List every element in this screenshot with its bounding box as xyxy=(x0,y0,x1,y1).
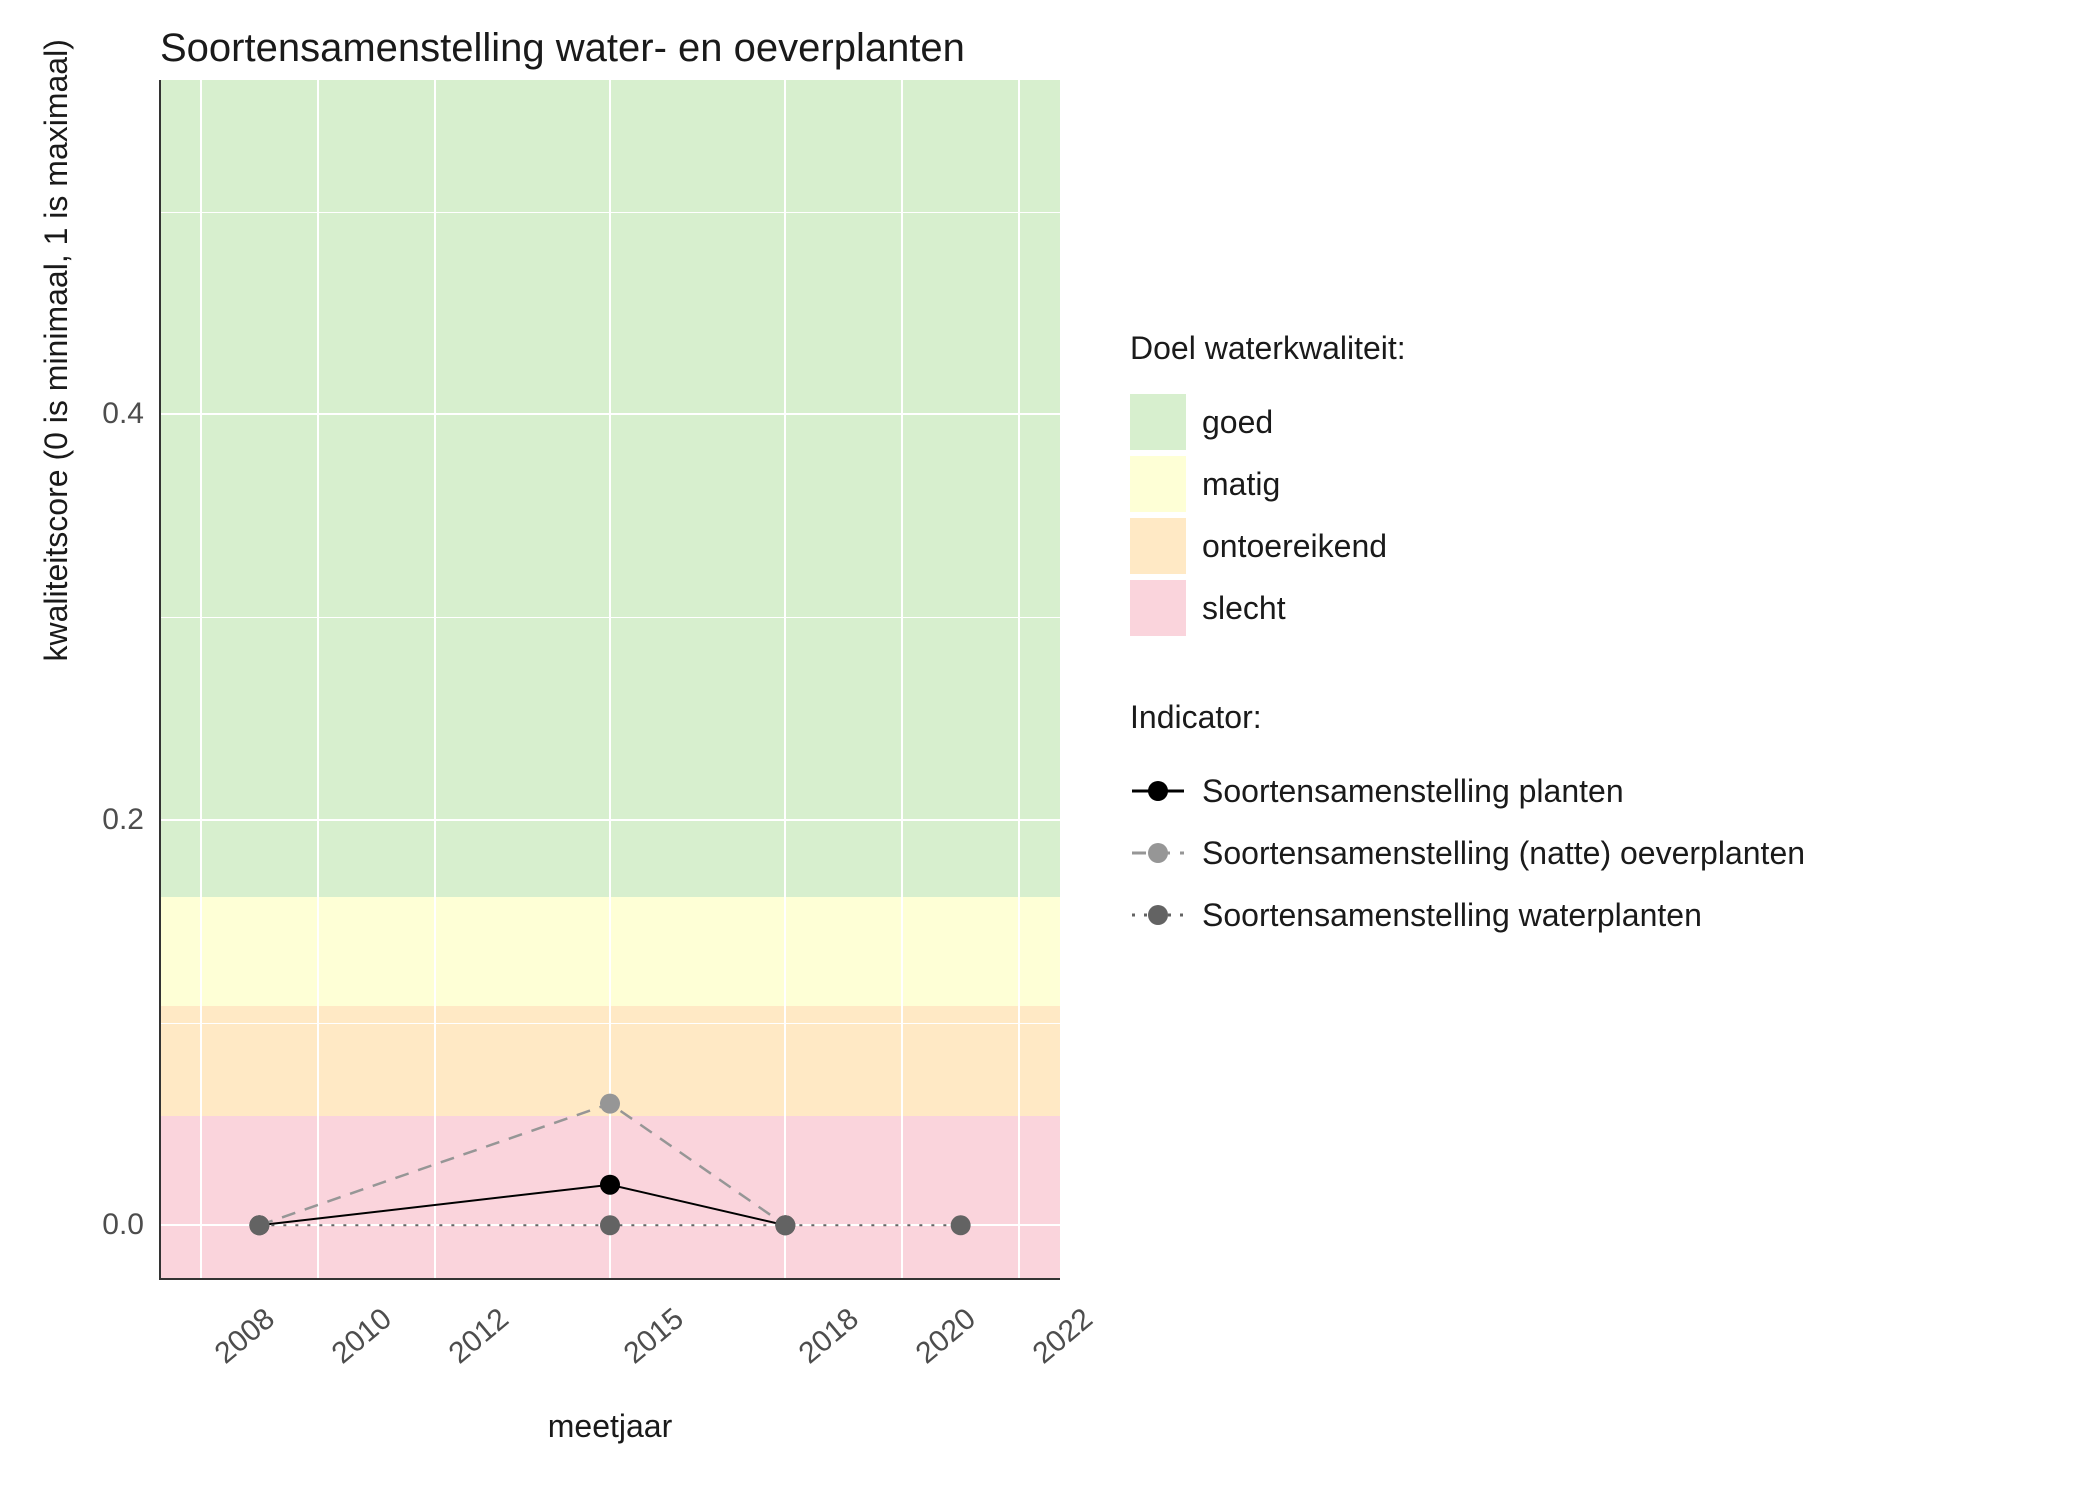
series-point xyxy=(600,1215,620,1235)
y-axis-label: kwaliteitscore (0 is minimaal, 1 is maxi… xyxy=(38,39,75,661)
legend-quality-item: goed xyxy=(1130,391,1805,453)
legend-label: Soortensamenstelling (natte) oeverplante… xyxy=(1202,835,1805,872)
x-tick-label: 2012 xyxy=(442,1302,515,1371)
x-tick-label: 2008 xyxy=(209,1302,282,1371)
legend-label: matig xyxy=(1202,466,1280,503)
legend-quality-item: matig xyxy=(1130,453,1805,515)
y-tick-label: 0.2 xyxy=(64,803,144,837)
x-axis-line xyxy=(160,1278,1060,1280)
legend-label: Soortensamenstelling waterplanten xyxy=(1202,897,1702,934)
legend-label: slecht xyxy=(1202,590,1286,627)
legend-indicator-title: Indicator: xyxy=(1130,699,1805,736)
series-point xyxy=(951,1215,971,1235)
legend-swatch xyxy=(1130,456,1186,512)
series-point xyxy=(600,1175,620,1195)
x-tick-label: 2015 xyxy=(618,1302,691,1371)
series-point xyxy=(775,1215,795,1235)
legend-key-icon xyxy=(1130,825,1186,881)
x-tick-label: 2022 xyxy=(1027,1302,1100,1371)
series-line xyxy=(259,1185,785,1226)
legend-quality-title: Doel waterkwaliteit: xyxy=(1130,330,1805,367)
legend: Doel waterkwaliteit: goed matig ontoereike… xyxy=(1130,330,1805,1006)
legend-key-icon xyxy=(1130,887,1186,943)
legend-quality-item: slecht xyxy=(1130,577,1805,639)
legend-indicator-item: Soortensamenstelling waterplanten xyxy=(1130,884,1805,946)
legend-swatch xyxy=(1130,518,1186,574)
series-point xyxy=(600,1094,620,1114)
y-tick-label: 0.0 xyxy=(64,1208,144,1242)
legend-indicator-block: Indicator: Soortensamenstelling plantenS… xyxy=(1130,699,1805,946)
legend-indicator-item: Soortensamenstelling (natte) oeverplante… xyxy=(1130,822,1805,884)
x-axis-label: meetjaar xyxy=(160,1408,1060,1445)
legend-indicator-items: Soortensamenstelling planten Soortensamen… xyxy=(1130,760,1805,946)
legend-label: ontoereikend xyxy=(1202,528,1387,565)
legend-quality-items: goed matig ontoereikend slecht xyxy=(1130,391,1805,639)
x-tick-label: 2010 xyxy=(325,1302,398,1371)
legend-key-icon xyxy=(1130,763,1186,819)
legend-swatch xyxy=(1130,580,1186,636)
legend-indicator-item: Soortensamenstelling planten xyxy=(1130,760,1805,822)
series-point xyxy=(249,1215,269,1235)
y-axis-line xyxy=(159,80,161,1280)
legend-swatch xyxy=(1130,394,1186,450)
x-tick-label: 2020 xyxy=(910,1302,983,1371)
x-tick-label: 2018 xyxy=(793,1302,866,1371)
y-tick-label: 0.4 xyxy=(64,397,144,431)
legend-label: Soortensamenstelling planten xyxy=(1202,773,1624,810)
chart-title: Soortensamenstelling water- en oeverplan… xyxy=(160,26,965,71)
legend-quality-item: ontoereikend xyxy=(1130,515,1805,577)
plot-svg-layer xyxy=(160,80,1060,1280)
legend-label: goed xyxy=(1202,404,1273,441)
legend-quality-block: Doel waterkwaliteit: goed matig ontoereike… xyxy=(1130,330,1805,639)
figure: Soortensamenstelling water- en oeverplan… xyxy=(0,0,2100,1500)
